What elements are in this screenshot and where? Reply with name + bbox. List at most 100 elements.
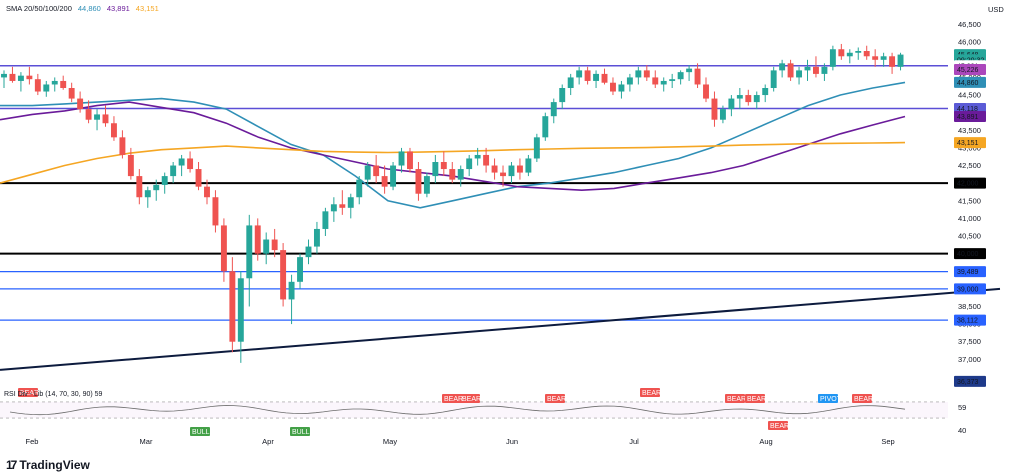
sma-line xyxy=(0,81,906,209)
rsi-badge xyxy=(745,394,765,403)
rsi-badge xyxy=(852,394,872,403)
candle-body xyxy=(855,51,862,53)
rsi-band-fill xyxy=(0,402,948,418)
candle-body xyxy=(390,165,397,187)
candle-body xyxy=(686,68,693,73)
currency-label: USD xyxy=(988,5,1004,14)
x-tick-label: Aug xyxy=(759,437,772,446)
rsi-badge-label: BEAR xyxy=(854,396,873,403)
candle-body xyxy=(626,77,633,85)
rsi-badge xyxy=(818,394,838,403)
sma-line xyxy=(0,141,906,184)
candle-body xyxy=(51,80,58,85)
price-label-bg xyxy=(954,314,986,326)
candle-body xyxy=(779,63,786,71)
rsi-badge-label: BEAR xyxy=(444,396,463,403)
candle-body xyxy=(263,239,270,254)
x-tick-label: Feb xyxy=(26,437,39,446)
rsi-badge xyxy=(725,394,745,403)
rsi-tick-label: 40 xyxy=(958,426,966,435)
candle-body xyxy=(339,204,346,208)
candle-body xyxy=(652,77,659,85)
rsi-badge-label: BEAR xyxy=(727,396,746,403)
price-label: 44,860 xyxy=(957,80,979,87)
candle-body xyxy=(508,165,515,177)
candle-body xyxy=(719,109,726,120)
rsi-badge-label: BEAR xyxy=(747,396,766,403)
candle-body xyxy=(829,49,836,67)
y-tick-label: 37,500 xyxy=(958,337,981,346)
candle-body xyxy=(102,114,109,124)
candle-body xyxy=(297,257,303,282)
candle-body xyxy=(68,88,75,99)
rsi-badge-label: BEAR xyxy=(770,423,789,430)
tradingview-brand: TradingView xyxy=(19,458,90,472)
x-tick-label: Jun xyxy=(506,437,518,446)
candle-body xyxy=(516,165,523,173)
candle-body xyxy=(745,95,752,103)
candle-body xyxy=(796,70,803,78)
y-tick-label: 41,000 xyxy=(958,214,981,223)
candle-body xyxy=(415,169,422,194)
candle-body xyxy=(26,75,33,80)
x-tick-label: Jul xyxy=(629,437,639,446)
legend-sma20-value: 44,860 xyxy=(77,4,101,13)
candle-body xyxy=(77,98,84,110)
candle-body xyxy=(618,84,625,92)
candle-body xyxy=(288,281,295,300)
rsi-badge xyxy=(442,394,462,403)
candle-body xyxy=(449,169,456,180)
candle-body xyxy=(525,158,532,173)
candle-body xyxy=(804,66,811,71)
candle-body xyxy=(576,70,583,78)
y-tick-label: 46,500 xyxy=(958,20,981,29)
candle-body xyxy=(821,66,828,74)
trendline xyxy=(0,287,1001,371)
y-tick-label: 40,500 xyxy=(958,232,981,241)
candle-body xyxy=(762,88,769,96)
price-label-bg xyxy=(954,177,986,189)
candle-body xyxy=(533,137,540,159)
candle-body xyxy=(254,225,261,254)
candle-body xyxy=(601,73,608,83)
candle-body xyxy=(127,154,134,177)
candle-body xyxy=(237,278,244,342)
candle-body xyxy=(229,271,236,342)
candle-body xyxy=(567,77,574,88)
candle-body xyxy=(787,63,794,78)
candle-body xyxy=(322,211,329,229)
rsi-badge xyxy=(460,394,480,403)
candle-body xyxy=(838,49,845,57)
x-tick-label: Mar xyxy=(140,437,153,446)
candle-body xyxy=(195,169,202,187)
candle-body xyxy=(635,70,642,78)
rsi-badge xyxy=(545,394,565,403)
y-tick-label: 46,000 xyxy=(958,38,981,47)
price-label: 42,000 xyxy=(957,181,979,188)
candle-body xyxy=(271,239,278,251)
candle-body xyxy=(313,228,320,247)
rsi-label: RSI Div - Lib (14, 70, 30, 90) 59 xyxy=(4,391,103,398)
price-label: 43,891 xyxy=(957,114,979,121)
y-tick-label: 38,500 xyxy=(958,302,981,311)
candle-body xyxy=(119,137,126,155)
y-tick-label: 44,500 xyxy=(958,91,981,100)
candle-body xyxy=(34,79,41,92)
candle-body xyxy=(9,73,16,81)
candle-body xyxy=(500,172,506,177)
candle-body xyxy=(305,246,312,258)
candle-body xyxy=(347,197,354,208)
rsi-badge-label: BULL xyxy=(292,429,310,436)
candle-body xyxy=(736,95,743,99)
candle-body xyxy=(694,68,701,85)
candle-body xyxy=(85,109,92,120)
candle-body xyxy=(889,56,896,67)
candle-body xyxy=(373,165,380,177)
y-tick-label: 42,500 xyxy=(958,161,981,170)
candle-body xyxy=(187,158,194,170)
x-tick-label: Apr xyxy=(262,437,274,446)
candle-body xyxy=(364,165,371,180)
candle-body xyxy=(753,95,760,103)
rsi-badge xyxy=(18,388,38,397)
